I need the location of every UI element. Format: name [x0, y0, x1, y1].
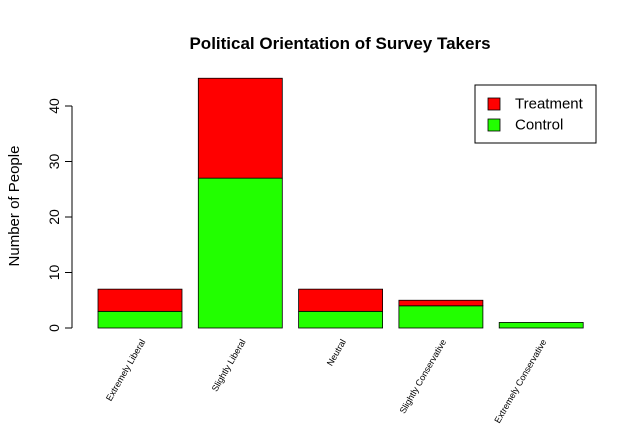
legend-label-treatment: Treatment	[515, 96, 584, 113]
x-tick-label: Extremely Conservative	[492, 338, 548, 425]
legend: Treatment Control	[474, 84, 597, 144]
y-axis: 0 10 20 30 40	[46, 98, 73, 332]
legend-swatch-control	[487, 118, 501, 132]
legend-label-control: Control	[515, 117, 563, 134]
x-tick-label: Slightly Conservative	[398, 338, 449, 416]
y-tick-label: 30	[46, 154, 62, 170]
y-tick-label: 40	[46, 98, 62, 114]
x-tick-label: Neutral	[325, 338, 348, 368]
legend-box	[474, 84, 597, 144]
x-tick-labels: Extremely Liberal Slightly Liberal Neutral…	[104, 338, 549, 425]
legend-swatch-treatment	[487, 97, 501, 111]
bar-control-slightly-conservative	[398, 305, 484, 329]
y-axis-label: Number of People	[6, 146, 23, 267]
bar-treatment-extremely-liberal	[97, 288, 183, 312]
bars	[97, 77, 584, 329]
x-tick-label: Extremely Liberal	[104, 338, 147, 403]
chart-title: Political Orientation of Survey Takers	[189, 34, 490, 53]
y-tick-label: 10	[46, 265, 62, 281]
y-tick-label: 20	[46, 209, 62, 225]
bar-control-neutral	[298, 310, 384, 329]
bar-treatment-slightly-liberal	[197, 77, 283, 179]
bar-control-slightly-liberal	[197, 177, 283, 329]
bar-control-extremely-conservative	[498, 322, 584, 329]
bar-control-extremely-liberal	[97, 310, 183, 329]
x-tick-label: Slightly Liberal	[210, 338, 248, 394]
y-tick-label: 0	[46, 324, 62, 332]
bar-treatment-neutral	[298, 288, 384, 312]
bar-treatment-slightly-conservative	[398, 299, 484, 307]
